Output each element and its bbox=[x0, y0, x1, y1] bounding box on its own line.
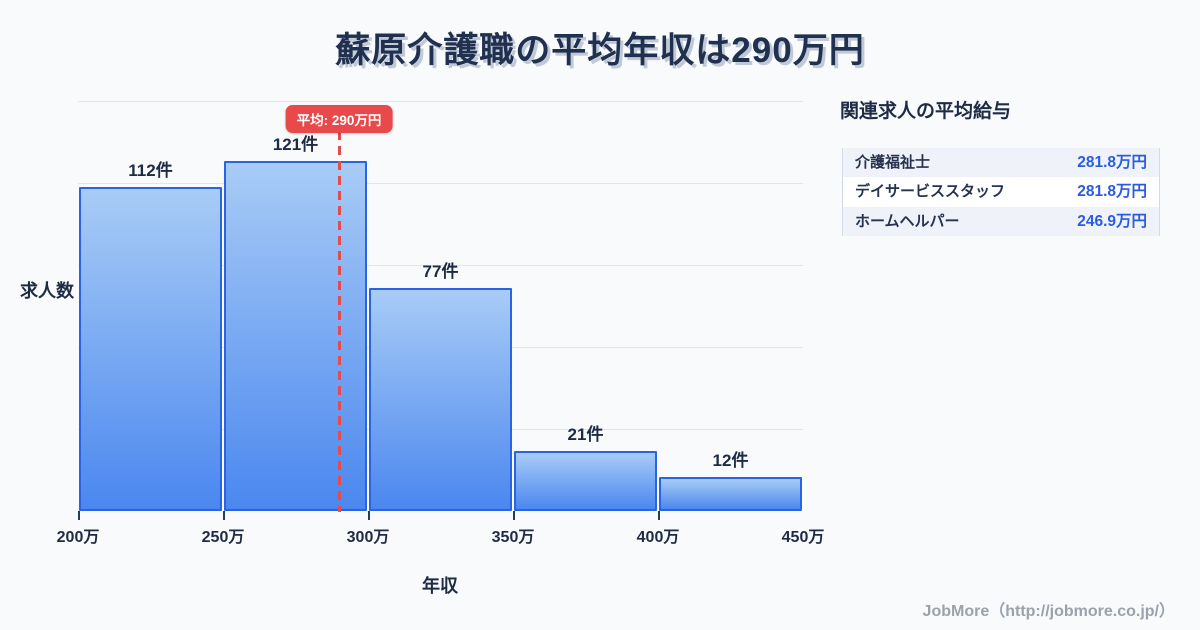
gridline bbox=[78, 183, 803, 185]
job-name: 介護福祉士 bbox=[855, 153, 931, 171]
related-job-row: 介護福祉士 281.8万円 bbox=[843, 147, 1159, 178]
bar-count-label: 21件 bbox=[567, 424, 604, 444]
histogram-bar bbox=[514, 450, 657, 512]
axis-tick-label: 250万 bbox=[201, 529, 245, 546]
histogram-bar bbox=[79, 186, 222, 512]
job-salary: 246.9万円 bbox=[1077, 212, 1147, 230]
axis-tick bbox=[658, 511, 660, 520]
histogram-bar bbox=[369, 288, 512, 512]
axis-tick-label: 200万 bbox=[56, 529, 100, 546]
panel-heading: 関連求人の平均給与 bbox=[840, 101, 1012, 122]
axis-tick bbox=[513, 511, 515, 520]
y-axis-title: 求人数 bbox=[20, 281, 74, 301]
page-title: 蘇原介護職の平均年収は290万円 bbox=[335, 31, 865, 70]
axis-tick bbox=[368, 511, 370, 520]
job-salary: 281.8万円 bbox=[1077, 153, 1147, 171]
bar-count-label: 112件 bbox=[128, 160, 173, 180]
axis-tick-label: 400万 bbox=[636, 529, 680, 546]
axis-tick-label: 300万 bbox=[346, 529, 390, 546]
related-job-row: ホームヘルパー 246.9万円 bbox=[843, 206, 1159, 237]
related-jobs-panel: 関連求人の平均給与 介護福祉士 281.8万円 デイサービススタッフ 281.8… bbox=[840, 100, 1160, 237]
axis-tick-label: 350万 bbox=[491, 529, 535, 546]
job-name: デイサービススタッフ bbox=[855, 183, 1006, 201]
job-salary: 281.8万円 bbox=[1077, 183, 1147, 201]
axis-tick bbox=[223, 511, 225, 520]
histogram-bar bbox=[659, 476, 802, 512]
axis-tick-label: 450万 bbox=[781, 529, 825, 546]
related-jobs-list: 介護福祉士 281.8万円 デイサービススタッフ 281.8万円 ホームヘルパー… bbox=[842, 147, 1160, 237]
average-badge: 平均: 290万円 bbox=[285, 105, 393, 133]
average-line bbox=[337, 131, 341, 512]
bar-count-label: 12件 bbox=[712, 450, 749, 470]
gridline bbox=[78, 265, 803, 267]
bar-count-label: 77件 bbox=[422, 262, 459, 282]
credit-line: JobMore（http://jobmore.co.jp/） bbox=[922, 603, 1175, 620]
job-name: ホームヘルパー bbox=[855, 212, 960, 230]
gridline bbox=[78, 101, 803, 102]
x-axis-title: 年収 bbox=[422, 576, 458, 596]
axis-tick bbox=[78, 511, 80, 520]
histogram-bar bbox=[224, 160, 367, 512]
related-job-row: デイサービススタッフ 281.8万円 bbox=[843, 177, 1159, 207]
bar-count-label: 121件 bbox=[272, 134, 319, 154]
